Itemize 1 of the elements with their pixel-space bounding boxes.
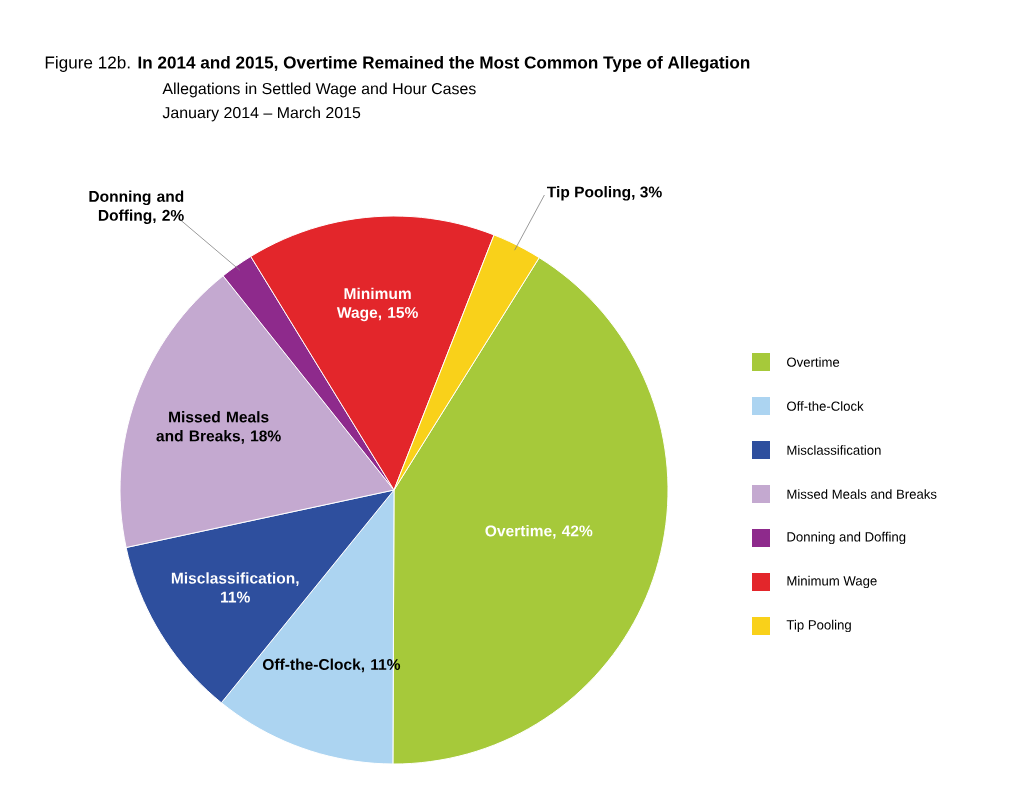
chart-title: Figure 12b. In 2014 and 2015, Overtime Remained the Most Common Type of Allegation (45, 55, 750, 73)
